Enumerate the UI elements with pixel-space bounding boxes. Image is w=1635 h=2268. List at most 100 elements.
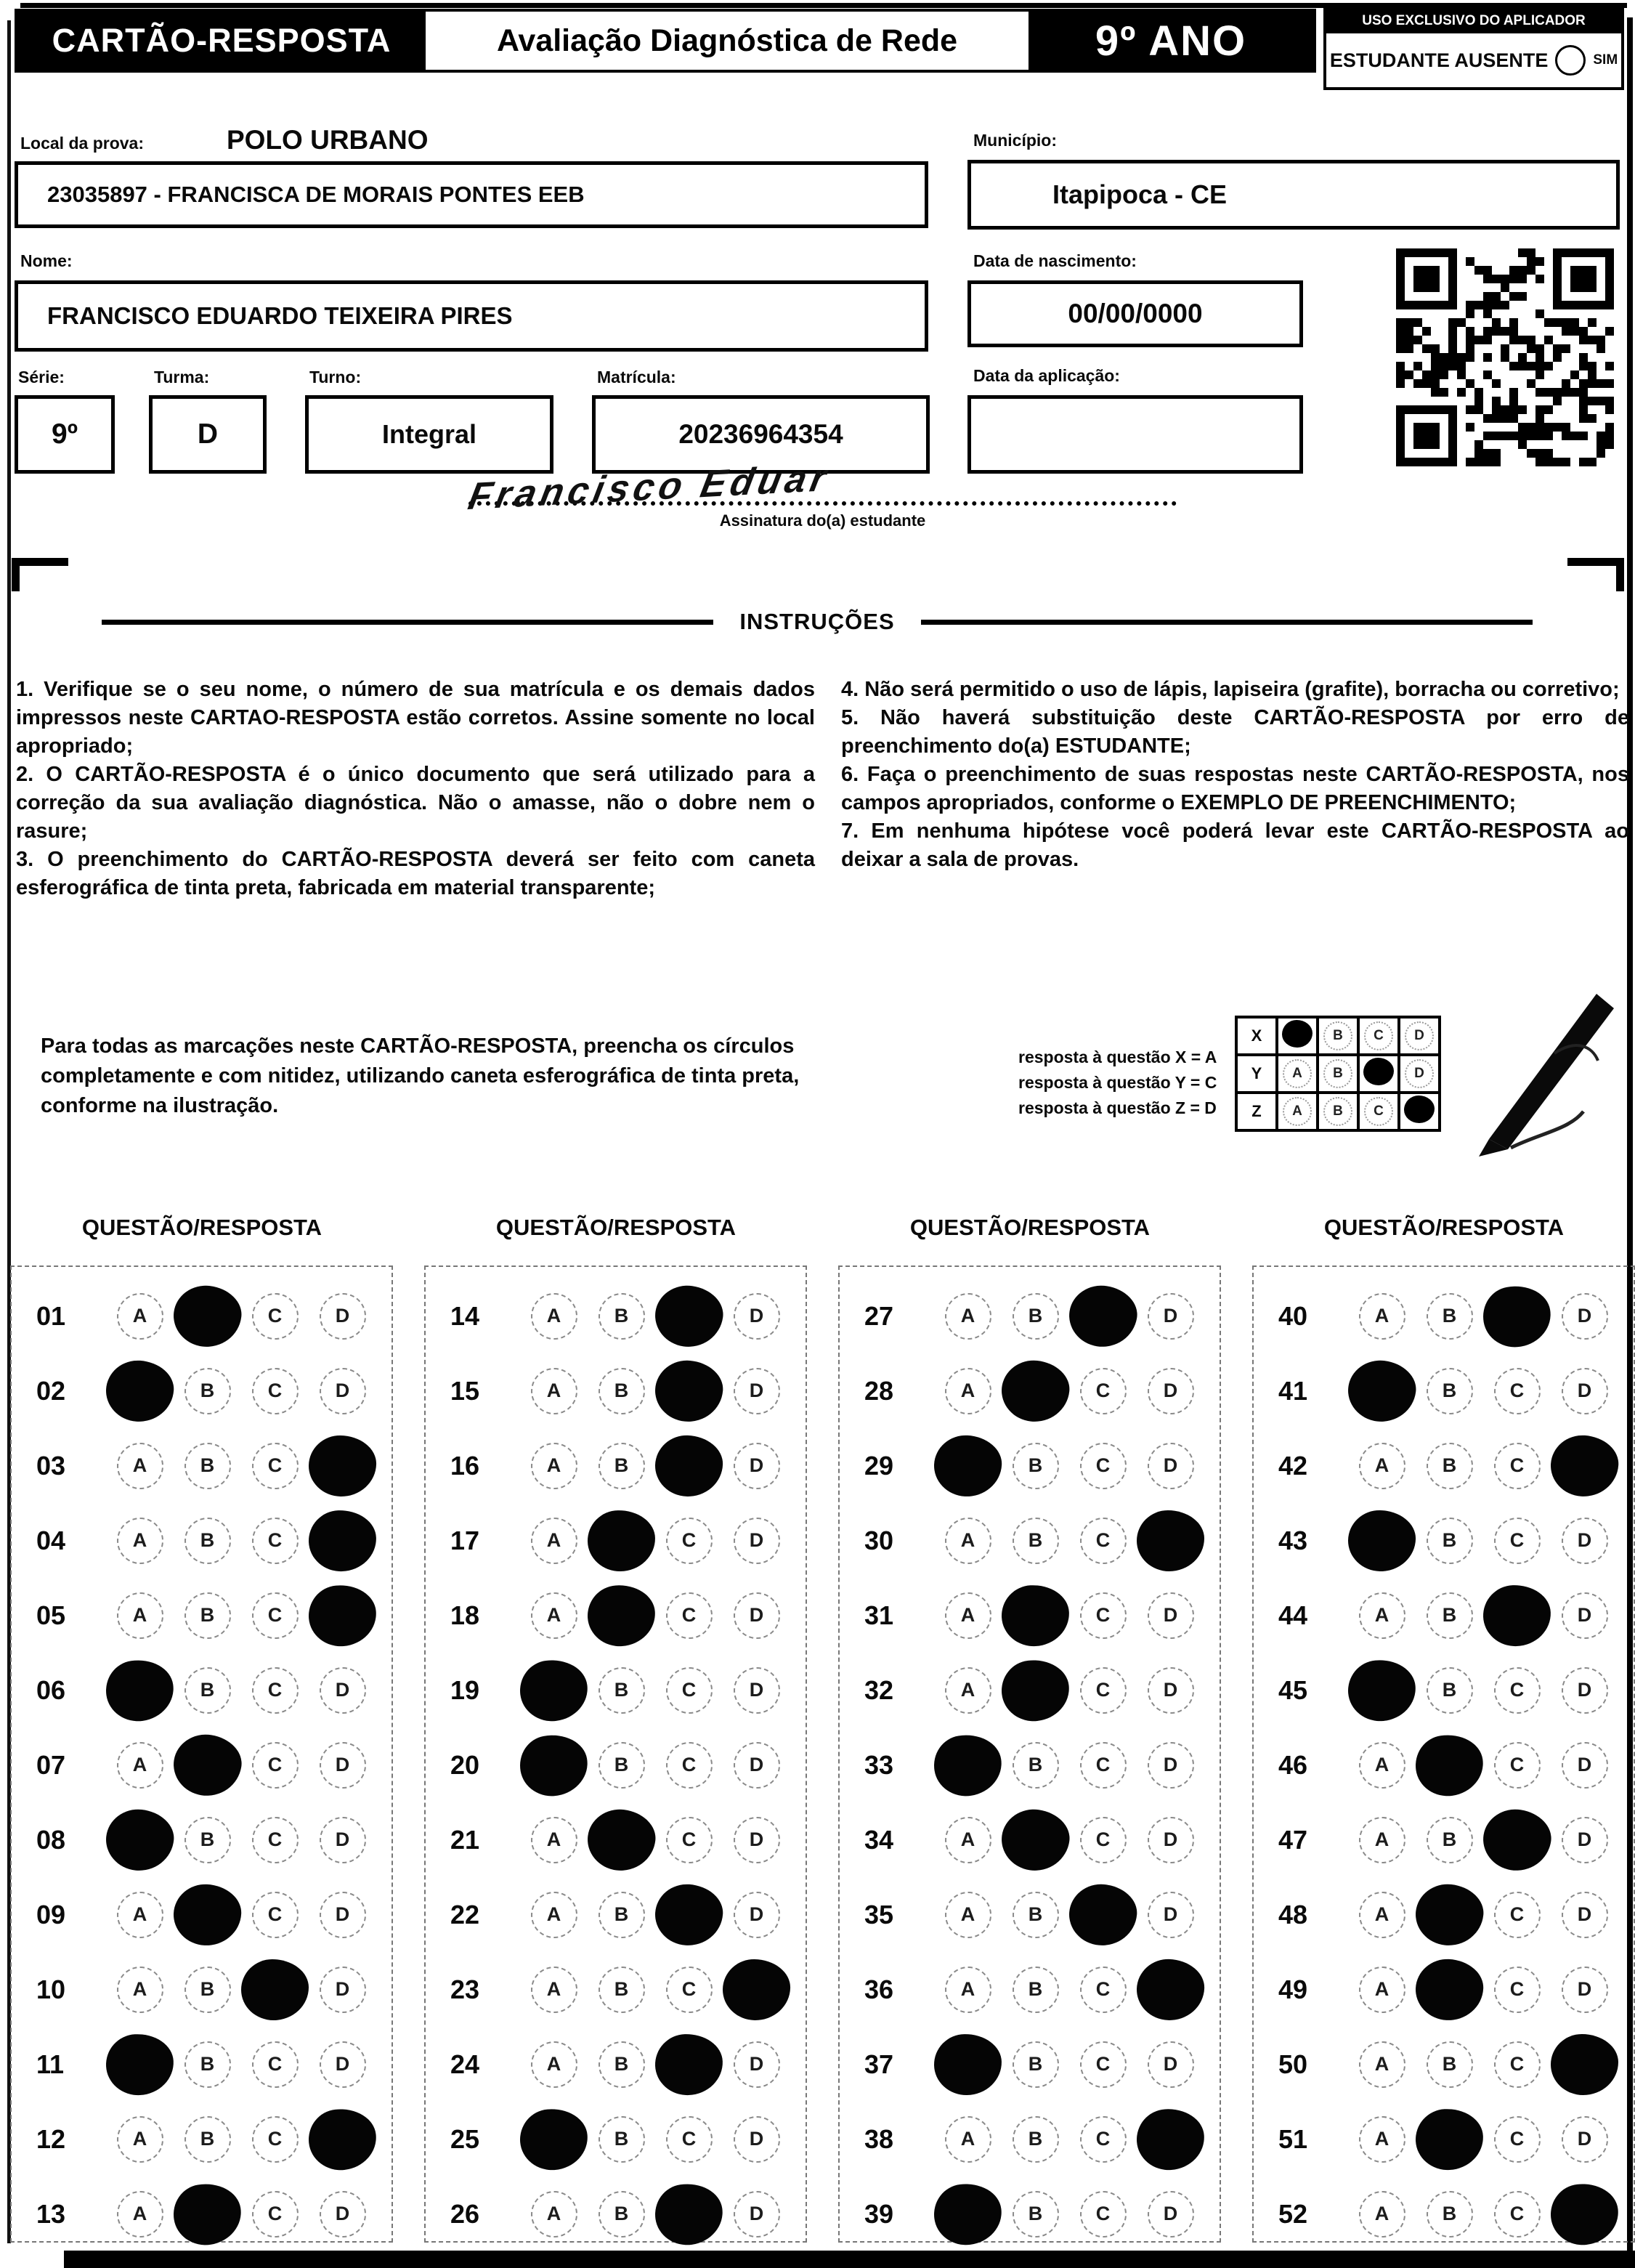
- answer-bubble-q16-D[interactable]: D: [733, 1442, 780, 1489]
- marked-bubble-q12[interactable]: [305, 2105, 380, 2174]
- marked-bubble-q21[interactable]: [584, 1805, 659, 1874]
- answer-bubble-q22-D[interactable]: D: [733, 1891, 780, 1938]
- answer-bubble-q18-D[interactable]: D: [733, 1592, 780, 1639]
- answer-bubble-q38-A[interactable]: A: [944, 2115, 991, 2163]
- answer-bubble-q19-C[interactable]: C: [665, 1666, 713, 1714]
- answer-bubble-q15-D[interactable]: D: [733, 1367, 780, 1414]
- answer-bubble-q37-C[interactable]: C: [1079, 2041, 1127, 2088]
- answer-bubble-q06-D[interactable]: D: [319, 1666, 366, 1714]
- marked-bubble-q13[interactable]: [169, 2178, 246, 2250]
- answer-bubble-q40-B[interactable]: B: [1426, 1292, 1473, 1340]
- answer-bubble-q35-D[interactable]: D: [1147, 1891, 1194, 1938]
- marked-bubble-q28[interactable]: [998, 1356, 1073, 1425]
- answer-bubble-q15-B[interactable]: B: [598, 1367, 645, 1414]
- marked-bubble-q45[interactable]: [1345, 1656, 1419, 1724]
- answer-bubble-q22-A[interactable]: A: [530, 1891, 577, 1938]
- answer-bubble-q37-B[interactable]: B: [1012, 2041, 1059, 2088]
- answer-bubble-q41-C[interactable]: C: [1493, 1367, 1541, 1414]
- answer-bubble-q28-C[interactable]: C: [1079, 1367, 1127, 1414]
- answer-bubble-q50-C[interactable]: C: [1493, 2041, 1541, 2088]
- answer-bubble-q08-C[interactable]: C: [251, 1816, 299, 1863]
- marked-bubble-q51[interactable]: [1413, 2107, 1485, 2171]
- marked-bubble-q52[interactable]: [1547, 2179, 1622, 2248]
- answer-bubble-q18-A[interactable]: A: [530, 1592, 577, 1639]
- answer-bubble-q31-C[interactable]: C: [1079, 1592, 1127, 1639]
- answer-bubble-q19-B[interactable]: B: [598, 1666, 645, 1714]
- answer-bubble-q43-B[interactable]: B: [1426, 1517, 1473, 1564]
- answer-bubble-q34-C[interactable]: C: [1079, 1816, 1127, 1863]
- marked-bubble-q19[interactable]: [516, 1656, 591, 1725]
- marked-bubble-q08[interactable]: [102, 1805, 177, 1874]
- answer-bubble-q24-D[interactable]: D: [733, 2041, 780, 2088]
- answer-bubble-q48-C[interactable]: C: [1493, 1891, 1541, 1938]
- answer-bubble-q44-A[interactable]: A: [1358, 1592, 1405, 1639]
- answer-bubble-q41-B[interactable]: B: [1426, 1367, 1473, 1414]
- answer-bubble-q33-D[interactable]: D: [1147, 1741, 1194, 1789]
- answer-bubble-q33-C[interactable]: C: [1079, 1741, 1127, 1789]
- marked-bubble-q38[interactable]: [1135, 2106, 1206, 2172]
- answer-bubble-q20-D[interactable]: D: [733, 1741, 780, 1789]
- answer-bubble-q35-B[interactable]: B: [1012, 1891, 1059, 1938]
- marked-bubble-q40[interactable]: [1478, 1280, 1556, 1352]
- answer-bubble-q17-D[interactable]: D: [733, 1517, 780, 1564]
- marked-bubble-q06[interactable]: [102, 1655, 178, 1725]
- answer-bubble-q50-B[interactable]: B: [1426, 2041, 1473, 2088]
- marked-bubble-q43[interactable]: [1347, 1509, 1416, 1572]
- answer-bubble-q04-B[interactable]: B: [184, 1517, 231, 1564]
- marked-bubble-q24[interactable]: [654, 2032, 724, 2097]
- answer-bubble-q52-B[interactable]: B: [1426, 2190, 1473, 2237]
- answer-bubble-q13-A[interactable]: A: [116, 2190, 163, 2237]
- marked-bubble-q50[interactable]: [1551, 2033, 1618, 2095]
- answer-bubble-q02-D[interactable]: D: [319, 1367, 366, 1414]
- answer-bubble-q29-B[interactable]: B: [1012, 1442, 1059, 1489]
- answer-bubble-q29-D[interactable]: D: [1147, 1442, 1194, 1489]
- marked-bubble-q31[interactable]: [999, 1583, 1071, 1648]
- answer-bubble-q27-A[interactable]: A: [944, 1292, 991, 1340]
- answer-bubble-q28-A[interactable]: A: [944, 1367, 991, 1414]
- marked-bubble-q11[interactable]: [104, 2032, 176, 2097]
- answer-bubble-q33-B[interactable]: B: [1012, 1741, 1059, 1789]
- marked-bubble-q14[interactable]: [651, 1281, 727, 1351]
- answer-bubble-q46-D[interactable]: D: [1561, 1741, 1608, 1789]
- answer-bubble-q49-C[interactable]: C: [1493, 1966, 1541, 2013]
- marked-bubble-q49[interactable]: [1413, 1957, 1485, 2022]
- answer-bubble-q32-C[interactable]: C: [1079, 1666, 1127, 1714]
- answer-bubble-q24-A[interactable]: A: [530, 2041, 577, 2088]
- marked-bubble-q22[interactable]: [653, 1882, 725, 1948]
- answer-bubble-q08-D[interactable]: D: [319, 1816, 366, 1863]
- answer-bubble-q18-C[interactable]: C: [665, 1592, 713, 1639]
- answer-bubble-q31-A[interactable]: A: [944, 1592, 991, 1639]
- marked-bubble-q07[interactable]: [169, 1729, 246, 1801]
- answer-bubble-q21-C[interactable]: C: [665, 1816, 713, 1863]
- answer-bubble-q06-C[interactable]: C: [251, 1666, 299, 1714]
- marked-bubble-q25[interactable]: [517, 2105, 591, 2173]
- answer-bubble-q03-B[interactable]: B: [184, 1442, 231, 1489]
- marked-bubble-q29[interactable]: [932, 1433, 1004, 1498]
- answer-bubble-q52-A[interactable]: A: [1358, 2190, 1405, 2237]
- answer-bubble-q42-A[interactable]: A: [1358, 1442, 1405, 1489]
- marked-bubble-q35[interactable]: [1066, 1881, 1140, 1948]
- marked-bubble-q33[interactable]: [930, 1729, 1006, 1801]
- marked-bubble-q34[interactable]: [997, 1805, 1074, 1875]
- answer-bubble-q25-B[interactable]: B: [598, 2115, 645, 2163]
- answer-bubble-q16-A[interactable]: A: [530, 1442, 577, 1489]
- marked-bubble-q03[interactable]: [308, 1434, 377, 1497]
- answer-bubble-q05-B[interactable]: B: [184, 1592, 231, 1639]
- answer-bubble-q30-C[interactable]: C: [1079, 1517, 1127, 1564]
- answer-bubble-q42-C[interactable]: C: [1493, 1442, 1541, 1489]
- answer-bubble-q11-C[interactable]: C: [251, 2041, 299, 2088]
- answer-bubble-q29-C[interactable]: C: [1079, 1442, 1127, 1489]
- answer-bubble-q45-D[interactable]: D: [1561, 1666, 1608, 1714]
- answer-bubble-q34-D[interactable]: D: [1147, 1816, 1194, 1863]
- answer-bubble-q49-D[interactable]: D: [1561, 1966, 1608, 2013]
- marked-bubble-q36[interactable]: [1135, 1957, 1206, 2022]
- answer-bubble-q01-A[interactable]: A: [116, 1292, 163, 1340]
- marked-bubble-q10[interactable]: [241, 1959, 309, 2020]
- answer-bubble-q52-C[interactable]: C: [1493, 2190, 1541, 2237]
- answer-bubble-q09-A[interactable]: A: [116, 1891, 163, 1938]
- marked-bubble-q15[interactable]: [652, 1357, 726, 1425]
- marked-bubble-q26[interactable]: [651, 2179, 727, 2249]
- answer-bubble-q46-C[interactable]: C: [1493, 1741, 1541, 1789]
- answer-bubble-q41-D[interactable]: D: [1561, 1367, 1608, 1414]
- answer-bubble-q48-A[interactable]: A: [1358, 1891, 1405, 1938]
